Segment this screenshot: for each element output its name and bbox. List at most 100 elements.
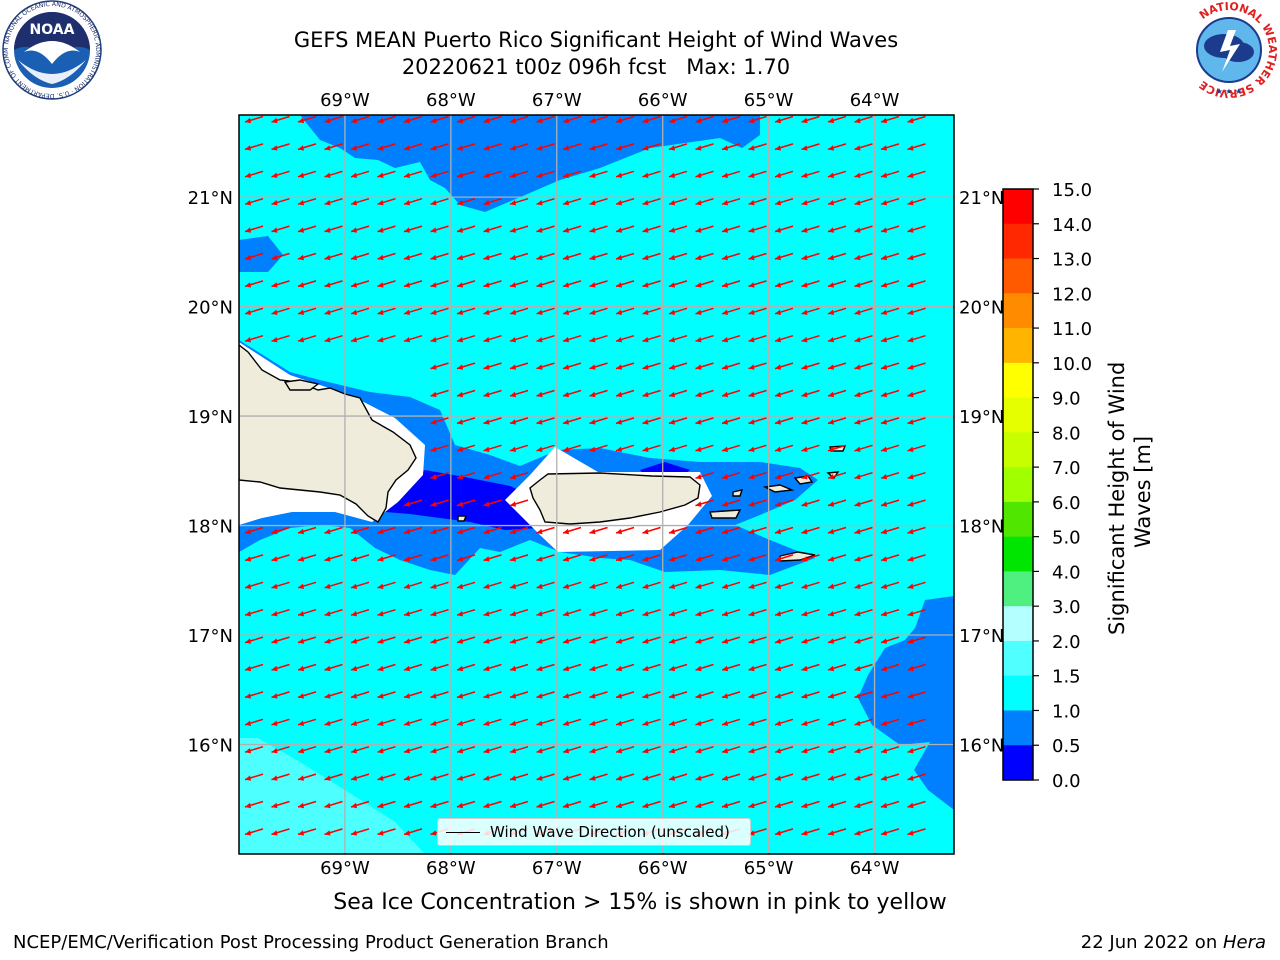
wave-direction-arrow (642, 225, 661, 233)
wave-direction-arrow (907, 252, 926, 261)
wave-direction-arrow (483, 499, 502, 507)
wave-direction-arrow (536, 526, 555, 535)
wave-direction-arrow (483, 636, 502, 644)
wave-direction-arrow (377, 828, 396, 836)
wave-direction-arrow (562, 444, 582, 452)
wave-direction-arrow (801, 444, 820, 452)
wave-direction-arrow (589, 526, 608, 535)
wave-direction-arrow (403, 143, 423, 151)
wave-direction-arrow (350, 773, 370, 781)
wave-direction-arrow (430, 389, 449, 398)
wave-direction-arrow (430, 499, 449, 507)
colorbar-title-line-1: Significant Height of Wind (1105, 362, 1129, 635)
wave-direction-arrow (748, 526, 767, 535)
wave-direction-arrow (377, 334, 396, 343)
wave-direction-arrow (509, 608, 529, 617)
wave-direction-arrow (854, 444, 873, 452)
wave-direction-arrow (801, 608, 820, 617)
wave-direction-arrow (377, 745, 396, 754)
lon-label-bottom: 64°W (850, 858, 900, 879)
wave-direction-arrow (244, 225, 264, 233)
colorbar-band (1003, 328, 1033, 364)
wave-direction-arrow (536, 143, 555, 151)
wave-direction-arrow (509, 554, 529, 562)
wave-direction-arrow (350, 691, 370, 699)
wave-direction-arrow (668, 444, 688, 452)
wave-direction-arrow (377, 307, 396, 315)
wave-direction-arrow (880, 115, 900, 124)
wave-direction-arrow (350, 252, 370, 261)
wave-direction-arrow (350, 554, 370, 562)
wave-direction-arrow (403, 307, 423, 315)
wave-direction-arrow (748, 499, 767, 507)
wave-direction-arrow (880, 471, 900, 480)
wave-direction-arrow (456, 143, 476, 151)
wave-direction-arrow (907, 718, 926, 726)
footer-host: Hera (1222, 932, 1266, 953)
wave-direction-arrow (615, 417, 635, 425)
wave-direction-arrow (430, 334, 449, 343)
wave-direction-arrow (615, 307, 635, 315)
colorbar-band (1003, 675, 1033, 711)
north-blue-region (300, 115, 760, 212)
wave-direction-arrow (377, 636, 396, 644)
wave-direction-arrow (721, 334, 741, 343)
wave-direction-arrow (748, 334, 767, 343)
lat-label-left: 18°N (188, 517, 233, 538)
colorbar-tick-label: 2.0 (1052, 632, 1081, 653)
wave-direction-arrow (536, 636, 555, 644)
wave-direction-arrow (854, 745, 873, 754)
wave-direction-arrow (827, 554, 847, 562)
wave-direction-arrow (854, 307, 873, 315)
colorbar-tick-label: 1.5 (1052, 667, 1081, 688)
wave-direction-arrow (854, 581, 873, 589)
wave-direction-arrow (589, 444, 608, 452)
wave-direction-arrow (589, 581, 608, 589)
wave-direction-arrow (642, 444, 661, 452)
wave-direction-arrow (854, 471, 873, 480)
wave-direction-arrow (907, 115, 926, 124)
colorbar-band (1003, 571, 1033, 607)
wave-direction-arrow (827, 828, 847, 836)
wave-direction-arrow (907, 636, 926, 644)
wave-direction-arrow (297, 334, 317, 343)
wave-direction-arrow (589, 307, 608, 315)
wave-direction-arrow (827, 115, 847, 124)
wave-direction-arrow (483, 581, 502, 589)
wave-direction-arrow (827, 197, 847, 206)
wave-direction-arrow (774, 773, 794, 781)
wave-direction-arrow (377, 115, 396, 124)
wave-direction-arrow (456, 718, 476, 726)
wave-direction-arrow (509, 252, 529, 261)
wave-direction-arrow (509, 417, 529, 425)
wave-direction-arrow (297, 526, 317, 535)
wave-direction-arrow (430, 800, 449, 809)
wave-direction-arrow (589, 663, 608, 672)
wave-direction-arrow (377, 554, 396, 562)
map-frame (238, 114, 955, 855)
wave-direction-arrow (854, 362, 873, 370)
wave-direction-arrow (801, 170, 820, 178)
lon-label-top: 64°W (850, 90, 900, 111)
wave-direction-arrow (509, 307, 529, 315)
wave-direction-arrow (721, 307, 741, 315)
wave-direction-arrow (536, 417, 555, 425)
wave-direction-arrow (562, 636, 582, 644)
wave-direction-arrow (801, 554, 820, 562)
wave-direction-arrow (483, 526, 502, 535)
wave-direction-arrow (244, 663, 264, 672)
map-legend: Wind Wave Direction (unscaled) (437, 818, 751, 846)
wave-direction-arrow (907, 280, 926, 288)
wave-direction-arrow (668, 691, 688, 699)
wave-direction-arrow (827, 718, 847, 726)
wave-direction-arrow (324, 115, 343, 124)
wave-direction-arrow (403, 115, 423, 124)
wave-direction-arrow (324, 581, 343, 589)
wave-direction-arrow (483, 143, 502, 151)
wave-direction-arrow (244, 828, 264, 836)
wave-direction-arrow (668, 115, 688, 124)
wave-direction-arrow (589, 745, 608, 754)
wave-direction-arrow (615, 800, 635, 809)
footer-left: NCEP/EMC/Verification Post Processing Pr… (13, 932, 609, 953)
wave-direction-arrow (536, 252, 555, 261)
